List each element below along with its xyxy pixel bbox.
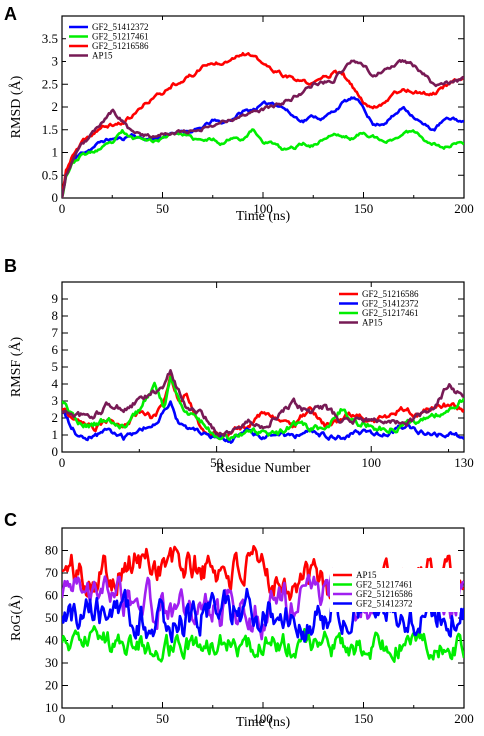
series-line-gf2_51217461	[62, 128, 464, 198]
y-tick-label: 6	[52, 342, 59, 357]
x-tick-label: 200	[454, 201, 474, 216]
y-tick-label: 3	[52, 54, 59, 69]
x-tick-label: 0	[59, 201, 66, 216]
panel-a: A 0 50 100 150 200 0 0.5 1 1.5 2 2.5 3 3.5 Time (ns) RM…	[4, 4, 474, 224]
y-tick-label: 9	[52, 291, 59, 306]
y-axis-label: RMSF (Å)	[8, 337, 24, 398]
y-tick-label: 7	[52, 325, 59, 340]
y-tick-label: 8	[52, 308, 59, 323]
x-tick-label: 130	[454, 455, 474, 470]
y-tick-label: 1	[52, 145, 59, 160]
y-tick-label: 1.5	[42, 122, 58, 137]
y-tick-label: 2	[52, 410, 59, 425]
y-tick-label: 60	[45, 588, 58, 603]
x-tick-label: 100	[253, 201, 273, 216]
series-line-gf2_51412372	[62, 400, 464, 444]
y-tick-label: 20	[45, 678, 58, 693]
x-tick-label: 0	[59, 455, 66, 470]
x-tick-label: 150	[354, 711, 374, 726]
panel-letter-b: B	[4, 256, 17, 276]
legend-label: GF2_51216586	[362, 289, 419, 299]
y-tick-label: 0.5	[42, 167, 58, 182]
y-tick-label: 30	[45, 655, 58, 670]
x-tick-label: 100	[253, 711, 273, 726]
y-tick-label: 2	[52, 99, 59, 114]
y-tick-label: 50	[45, 610, 58, 625]
y-tick-label: 0	[52, 190, 59, 205]
series-line-gf2_51412372	[62, 583, 464, 644]
x-tick-label: 0	[59, 711, 66, 726]
y-tick-label: 1	[52, 427, 59, 442]
legend-label: AP15	[356, 570, 377, 580]
y-tick-label: 5	[52, 359, 59, 374]
legend-label: GF2_51217461	[92, 32, 149, 42]
legend-label: GF2_51217461	[362, 308, 419, 318]
y-tick-label: 3	[52, 393, 59, 408]
series-line-ap15	[62, 58, 464, 198]
legend-label: GF2_51216586	[356, 589, 413, 599]
legend-label: AP15	[362, 318, 383, 328]
x-tick-label: 200	[454, 711, 474, 726]
y-tick-label: 10	[45, 700, 58, 715]
x-tick-label: 50	[156, 201, 169, 216]
y-tick-label: 2.5	[42, 76, 58, 91]
y-tick-label: 40	[45, 633, 58, 648]
series-line-ap15	[62, 369, 464, 438]
x-axis-label: Time (ns)	[236, 209, 291, 224]
y-tick-label: 3.5	[42, 31, 58, 46]
series-line-gf2_51217461	[62, 625, 464, 663]
legend-label: GF2_51217461	[356, 580, 413, 590]
x-tick-label: 50	[210, 455, 223, 470]
y-tick-label: 4	[52, 376, 59, 391]
legend-label: GF2_51412372	[356, 599, 413, 609]
legend-label: GF2_51412372	[362, 299, 419, 309]
series-line-gf2_51217461	[62, 375, 464, 442]
panel-letter-c: C	[4, 510, 17, 530]
legend-label: GF2_51412372	[92, 22, 149, 32]
y-tick-label: 70	[45, 565, 58, 580]
y-tick-label: 0	[52, 444, 59, 459]
x-axis-label: Residue Number	[216, 461, 311, 476]
x-axis-label: Time (ns)	[236, 715, 291, 730]
panel-letter-a: A	[4, 4, 17, 24]
series-line-gf2_51216586	[62, 51, 464, 198]
x-tick-label: 100	[361, 455, 381, 470]
legend-label: GF2_51216586	[92, 41, 149, 51]
legend-label: AP15	[92, 51, 113, 61]
series-line-gf2_51412372	[62, 96, 464, 198]
y-axis-label: RoG(Å)	[8, 595, 24, 641]
y-axis-label: RMSD (Å)	[8, 75, 24, 138]
x-tick-label: 50	[156, 711, 169, 726]
panel-c: C 0 50 100 150 200 10 20 30 40 50 60 70 80 Time (ns) Ro…	[4, 510, 474, 730]
y-tick-label: 80	[45, 543, 58, 558]
x-tick-label: 150	[354, 201, 374, 216]
